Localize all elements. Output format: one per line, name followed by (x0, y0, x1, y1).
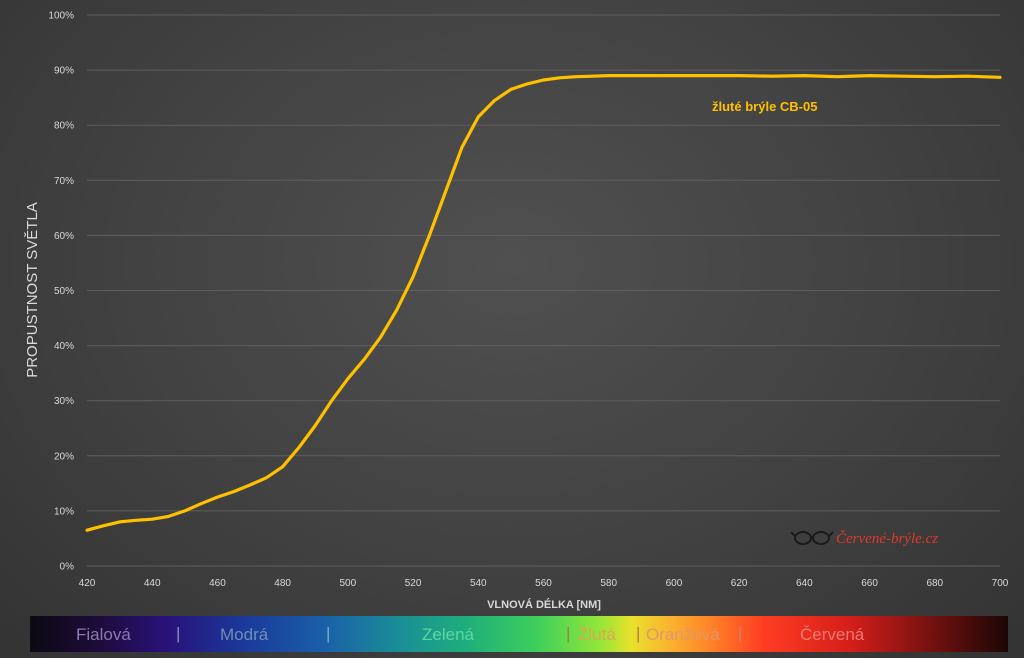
x-tick-label: 460 (209, 578, 226, 589)
spectrum-separator: | (738, 624, 743, 643)
brand-logo: Červené-brýle.cz (790, 530, 938, 547)
y-tick-label: 60% (54, 231, 74, 242)
x-tick-label: 420 (79, 578, 96, 589)
x-tick-label: 620 (731, 578, 748, 589)
y-tick-label: 0% (60, 562, 75, 573)
spectrum-separator: | (566, 624, 571, 643)
color-spectrum-bar: Fialová | Modrá | Zelená | Žlutá | Oranž… (30, 616, 1008, 652)
x-tick-label: 440 (144, 578, 161, 589)
y-axis-ticks: 0% 10% 20% 30% 40% 50% 60% 70% 80% 90% 100% (48, 11, 74, 573)
x-tick-label: 660 (861, 578, 878, 589)
spectrum-separator: | (326, 624, 331, 643)
spectrum-label-green: Zelená (422, 625, 474, 644)
spectrum-label-red: Červená (800, 625, 865, 644)
glasses-icon (790, 531, 834, 545)
spectrum-separator: | (636, 624, 641, 643)
y-tick-label: 80% (54, 121, 74, 132)
x-tick-label: 500 (340, 578, 357, 589)
y-axis-title: PROPUSTNOST SVĚTLA (24, 202, 41, 378)
y-tick-label: 50% (54, 286, 74, 297)
brand-text: Červené-brýle.cz (836, 530, 938, 547)
spectrum-label-violet: Fialová (76, 625, 131, 644)
transmission-chart: 0% 10% 20% 30% 40% 50% 60% 70% 80% 90% 100% 420 440… (24, 11, 1009, 612)
spectrum-label-orange: Oranžová (646, 625, 720, 644)
x-tick-label: 700 (992, 578, 1009, 589)
y-tick-label: 30% (54, 396, 74, 407)
x-tick-label: 560 (535, 578, 552, 589)
series-line (85, 74, 1002, 532)
x-axis-title: VLNOVÁ DÉLKA [NM] (487, 598, 601, 611)
x-tick-label: 580 (600, 578, 617, 589)
spectrum-label-yellow: Žlutá (578, 625, 616, 644)
y-tick-label: 70% (54, 176, 74, 187)
spectrum-label-blue: Modrá (220, 625, 269, 644)
x-tick-label: 520 (405, 578, 422, 589)
x-tick-label: 600 (666, 578, 683, 589)
y-tick-label: 100% (48, 11, 74, 22)
y-tick-label: 20% (54, 451, 74, 462)
x-tick-label: 540 (470, 578, 487, 589)
spectrum-separator: | (176, 624, 181, 643)
gridlines (87, 14, 1000, 567)
series-label: žluté brýle CB-05 (712, 99, 817, 114)
x-tick-label: 680 (926, 578, 943, 589)
x-axis-ticks: 420 440 460 480 500 520 540 560 580 600 620 640 660 6… (79, 578, 1009, 589)
y-tick-label: 40% (54, 341, 74, 352)
x-tick-label: 640 (796, 578, 813, 589)
x-tick-label: 480 (274, 578, 291, 589)
y-tick-label: 90% (54, 66, 74, 77)
y-tick-label: 10% (54, 506, 74, 517)
